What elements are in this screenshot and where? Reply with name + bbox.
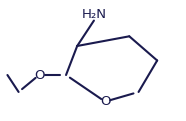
Text: O: O [100,95,110,108]
Text: O: O [34,68,44,82]
Text: H₂N: H₂N [81,8,106,21]
